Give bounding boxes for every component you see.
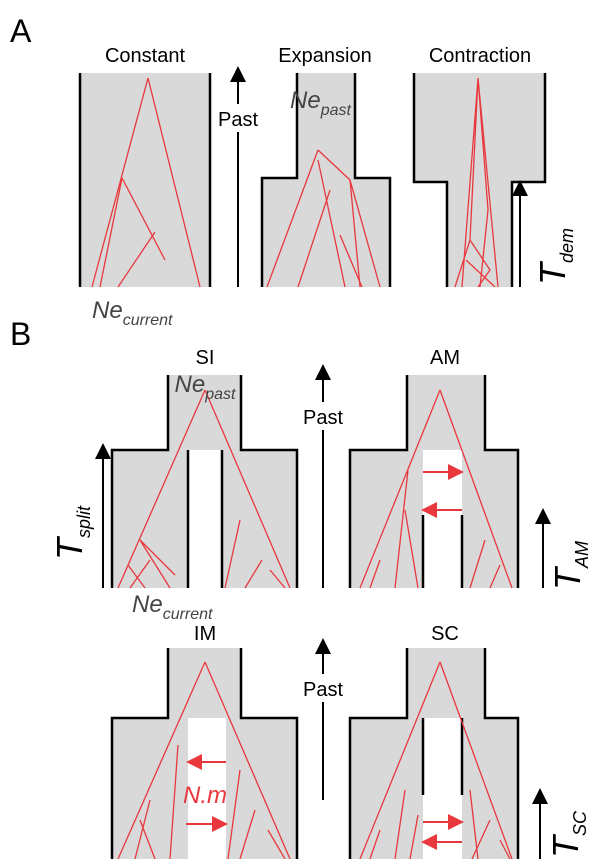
past-label: Past [218,109,258,131]
t-split-label: Tsplit [49,505,94,560]
model-label: Constant [105,45,185,67]
model-label: Expansion [278,45,371,67]
label-part: past [320,102,352,119]
model-label: IM [194,623,216,645]
constant-model [80,73,210,287]
ne-current-label: Necurrent [92,297,173,329]
label-part: SC [570,810,590,836]
sc-model [350,648,518,859]
model-label: SI [196,347,215,369]
panel-label: A [10,13,32,49]
past-arrow: Past [297,372,351,588]
ne-current-label: Necurrent [132,591,213,623]
past-label: Past [303,679,343,701]
model-label: AM [430,347,460,369]
im-model [112,648,297,859]
t-sc-label: TSC [545,810,590,858]
panel-label: B [10,316,31,352]
past-label: Past [303,407,343,429]
label-part: Ne [175,371,206,398]
past-arrow: Past [297,646,351,800]
diagram: A Constant Expansion Contraction Past Ne… [0,0,601,859]
t-dem-label: Tdem [532,228,577,285]
migration-label: N.m [183,782,227,809]
label-part: dem [557,228,577,263]
t-am-label: TAM [547,541,592,590]
label-part: Ne [290,87,321,114]
label-part: current [123,312,173,329]
label-part: split [74,505,94,538]
am-model [350,375,518,588]
label-part: Ne [92,297,123,324]
label-part: current [163,606,213,623]
label-part: Ne [132,591,163,618]
label-part: past [204,386,236,403]
si-model [112,375,297,588]
model-label: SC [431,623,459,645]
label-part: AM [572,541,592,569]
model-label: Contraction [429,45,531,67]
contraction-model [414,73,545,287]
past-arrow: Past [212,74,266,287]
